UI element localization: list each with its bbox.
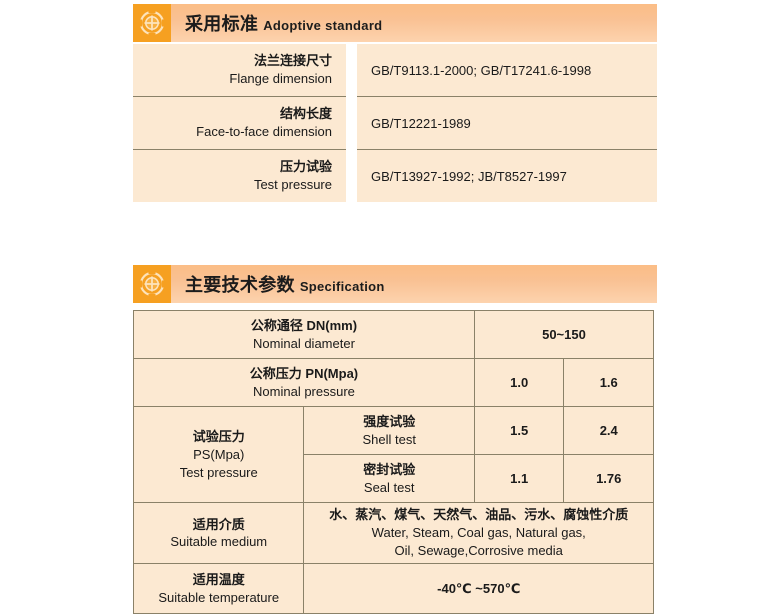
row-value-text: 1.6 [599,374,618,390]
table-row: 压力试验 Test pressure GB/T13927-1992; JB/T8… [133,149,657,202]
section-header-adoptive-standard: 采用标准 Adoptive standard [133,4,657,42]
row-label-en: Flange dimension [229,71,332,86]
row-label-cn: 适用温度 [192,572,245,588]
specification-table: 公称通径 DN(mm) Nominal diameter 50~150 公称压力… [132,309,655,614]
sub-label-cn: 强度试验 [363,414,416,430]
row-value-face-to-face-dimension: GB/T12221-1989 [357,96,657,150]
row-label-flange-dimension: 法兰连接尺寸 Flange dimension [133,44,346,97]
section-title-en: Adoptive standard [263,18,383,33]
target-crosshair-icon [133,265,171,303]
row-value-shell-test-2: 2.4 [563,406,654,456]
row-value-suitable-temperature: -40℃ ~570℃ [303,563,654,614]
row-label-suitable-temperature: 适用温度 Suitable temperature [132,563,305,614]
section-title-adoptive-standard: 采用标准 Adoptive standard [185,10,382,36]
row-label-cn: 适用介质 [192,516,245,532]
table-row: 公称压力 PN(Mpa) Nominal pressure 1.0 1.6 [133,358,654,408]
row-label-en: Face-to-face dimension [196,124,332,139]
row-value-text: 1.1 [510,470,529,486]
row-label-en: Suitable temperature [158,589,280,605]
row-label-suitable-medium: 适用介质 Suitable medium [132,502,305,565]
table-row: 试验压力 PS(Mpa) Test pressure 强度试验 Shell te… [132,406,654,504]
sub-label-cn: 密封试验 [363,462,416,478]
row-label-en: Suitable medium [170,534,268,550]
row-value-text: GB/T12221-1989 [371,115,471,131]
row-label-test-pressure: 压力试验 Test pressure [133,149,346,202]
sub-label-en: Shell test [362,431,416,447]
row-label-cn: 结构长度 [279,106,332,122]
row-label-en: Test pressure [179,464,258,480]
adoptive-standard-table: 法兰连接尺寸 Flange dimension GB/T9113.1-2000;… [133,44,657,202]
table-row: 适用介质 Suitable medium 水、蒸汽、煤气、天然气、油品、污水、腐… [132,502,654,565]
column-gap [346,96,357,150]
row-value-cn: 水、蒸汽、煤气、天然气、油品、污水、腐蚀性介质 [329,507,629,523]
row-label-en: Test pressure [253,177,332,192]
section-title-cn: 采用标准 [185,14,259,34]
column-gap [346,44,357,97]
row-value-text: 1.76 [596,470,622,486]
row-value-test-pressure: GB/T13927-1992; JB/T8527-1997 [357,149,657,202]
target-crosshair-icon [133,4,171,42]
table-row: 适用温度 Suitable temperature -40℃ ~570℃ [132,563,654,614]
row-label-nominal-diameter: 公称通径 DN(mm) Nominal diameter [133,309,475,360]
table-row: 结构长度 Face-to-face dimension GB/T12221-19… [133,96,657,150]
section-header-specification: 主要技术参数 Specification [133,265,657,303]
sub-label-shell-test: 强度试验 Shell test [303,406,475,456]
section-title-cn: 主要技术参数 [185,275,295,295]
row-label-en: Nominal pressure [253,383,355,399]
row-label-en: Nominal diameter [253,335,355,351]
row-value-flange-dimension: GB/T9113.1-2000; GB/T17241.6-1998 [357,44,657,97]
row-value-en-line1: Water, Steam, Coal gas, Natural gas, [371,524,586,540]
row-label-face-to-face-dimension: 结构长度 Face-to-face dimension [133,96,346,150]
row-value-nominal-pressure-2: 1.6 [563,358,654,408]
row-label-cn: 压力试验 [279,159,332,175]
row-value-seal-test-2: 1.76 [563,454,654,504]
row-value-text: 50~150 [542,326,586,342]
row-label-cn: 公称压力 PN(Mpa) [249,366,359,382]
sub-label-seal-test: 密封试验 Seal test [303,454,475,504]
row-label-unit: PS(Mpa) [193,447,245,462]
row-value-nominal-pressure-1: 1.0 [473,358,565,408]
row-value-text: GB/T13927-1992; JB/T8527-1997 [371,168,567,184]
row-label-cn: 试验压力 [192,429,245,445]
row-value-text: 1.5 [510,422,529,438]
row-value-shell-test-1: 1.5 [473,406,565,456]
row-value-seal-test-1: 1.1 [473,454,565,504]
table-row: 公称通径 DN(mm) Nominal diameter 50~150 [133,309,655,360]
table-row: 法兰连接尺寸 Flange dimension GB/T9113.1-2000;… [133,44,657,97]
row-value-nominal-diameter: 50~150 [473,309,655,360]
column-gap [346,149,357,202]
section-title-en: Specification [299,279,385,294]
row-label-test-pressure: 试验压力 PS(Mpa) Test pressure [132,406,305,504]
section-title-specification: 主要技术参数 Specification [185,271,385,297]
row-label-cn: 法兰连接尺寸 [253,53,332,69]
sub-label-en: Seal test [363,479,415,495]
table-row: 密封试验 Seal test 1.1 1.76 [134,454,654,504]
row-value-text: 1.0 [510,374,529,390]
row-value-text: GB/T9113.1-2000; GB/T17241.6-1998 [371,62,592,78]
row-label-nominal-pressure: 公称压力 PN(Mpa) Nominal pressure [133,358,475,408]
row-value-text: -40℃ ~570℃ [437,580,521,596]
row-value-en-line2: Oil, Sewage,Corrosive media [394,543,563,559]
row-value-text: 2.4 [599,422,618,438]
row-value-suitable-medium: 水、蒸汽、煤气、天然气、油品、污水、腐蚀性介质 Water, Steam, Co… [303,502,654,565]
row-label-cn: 公称通径 DN(mm) [250,318,358,333]
